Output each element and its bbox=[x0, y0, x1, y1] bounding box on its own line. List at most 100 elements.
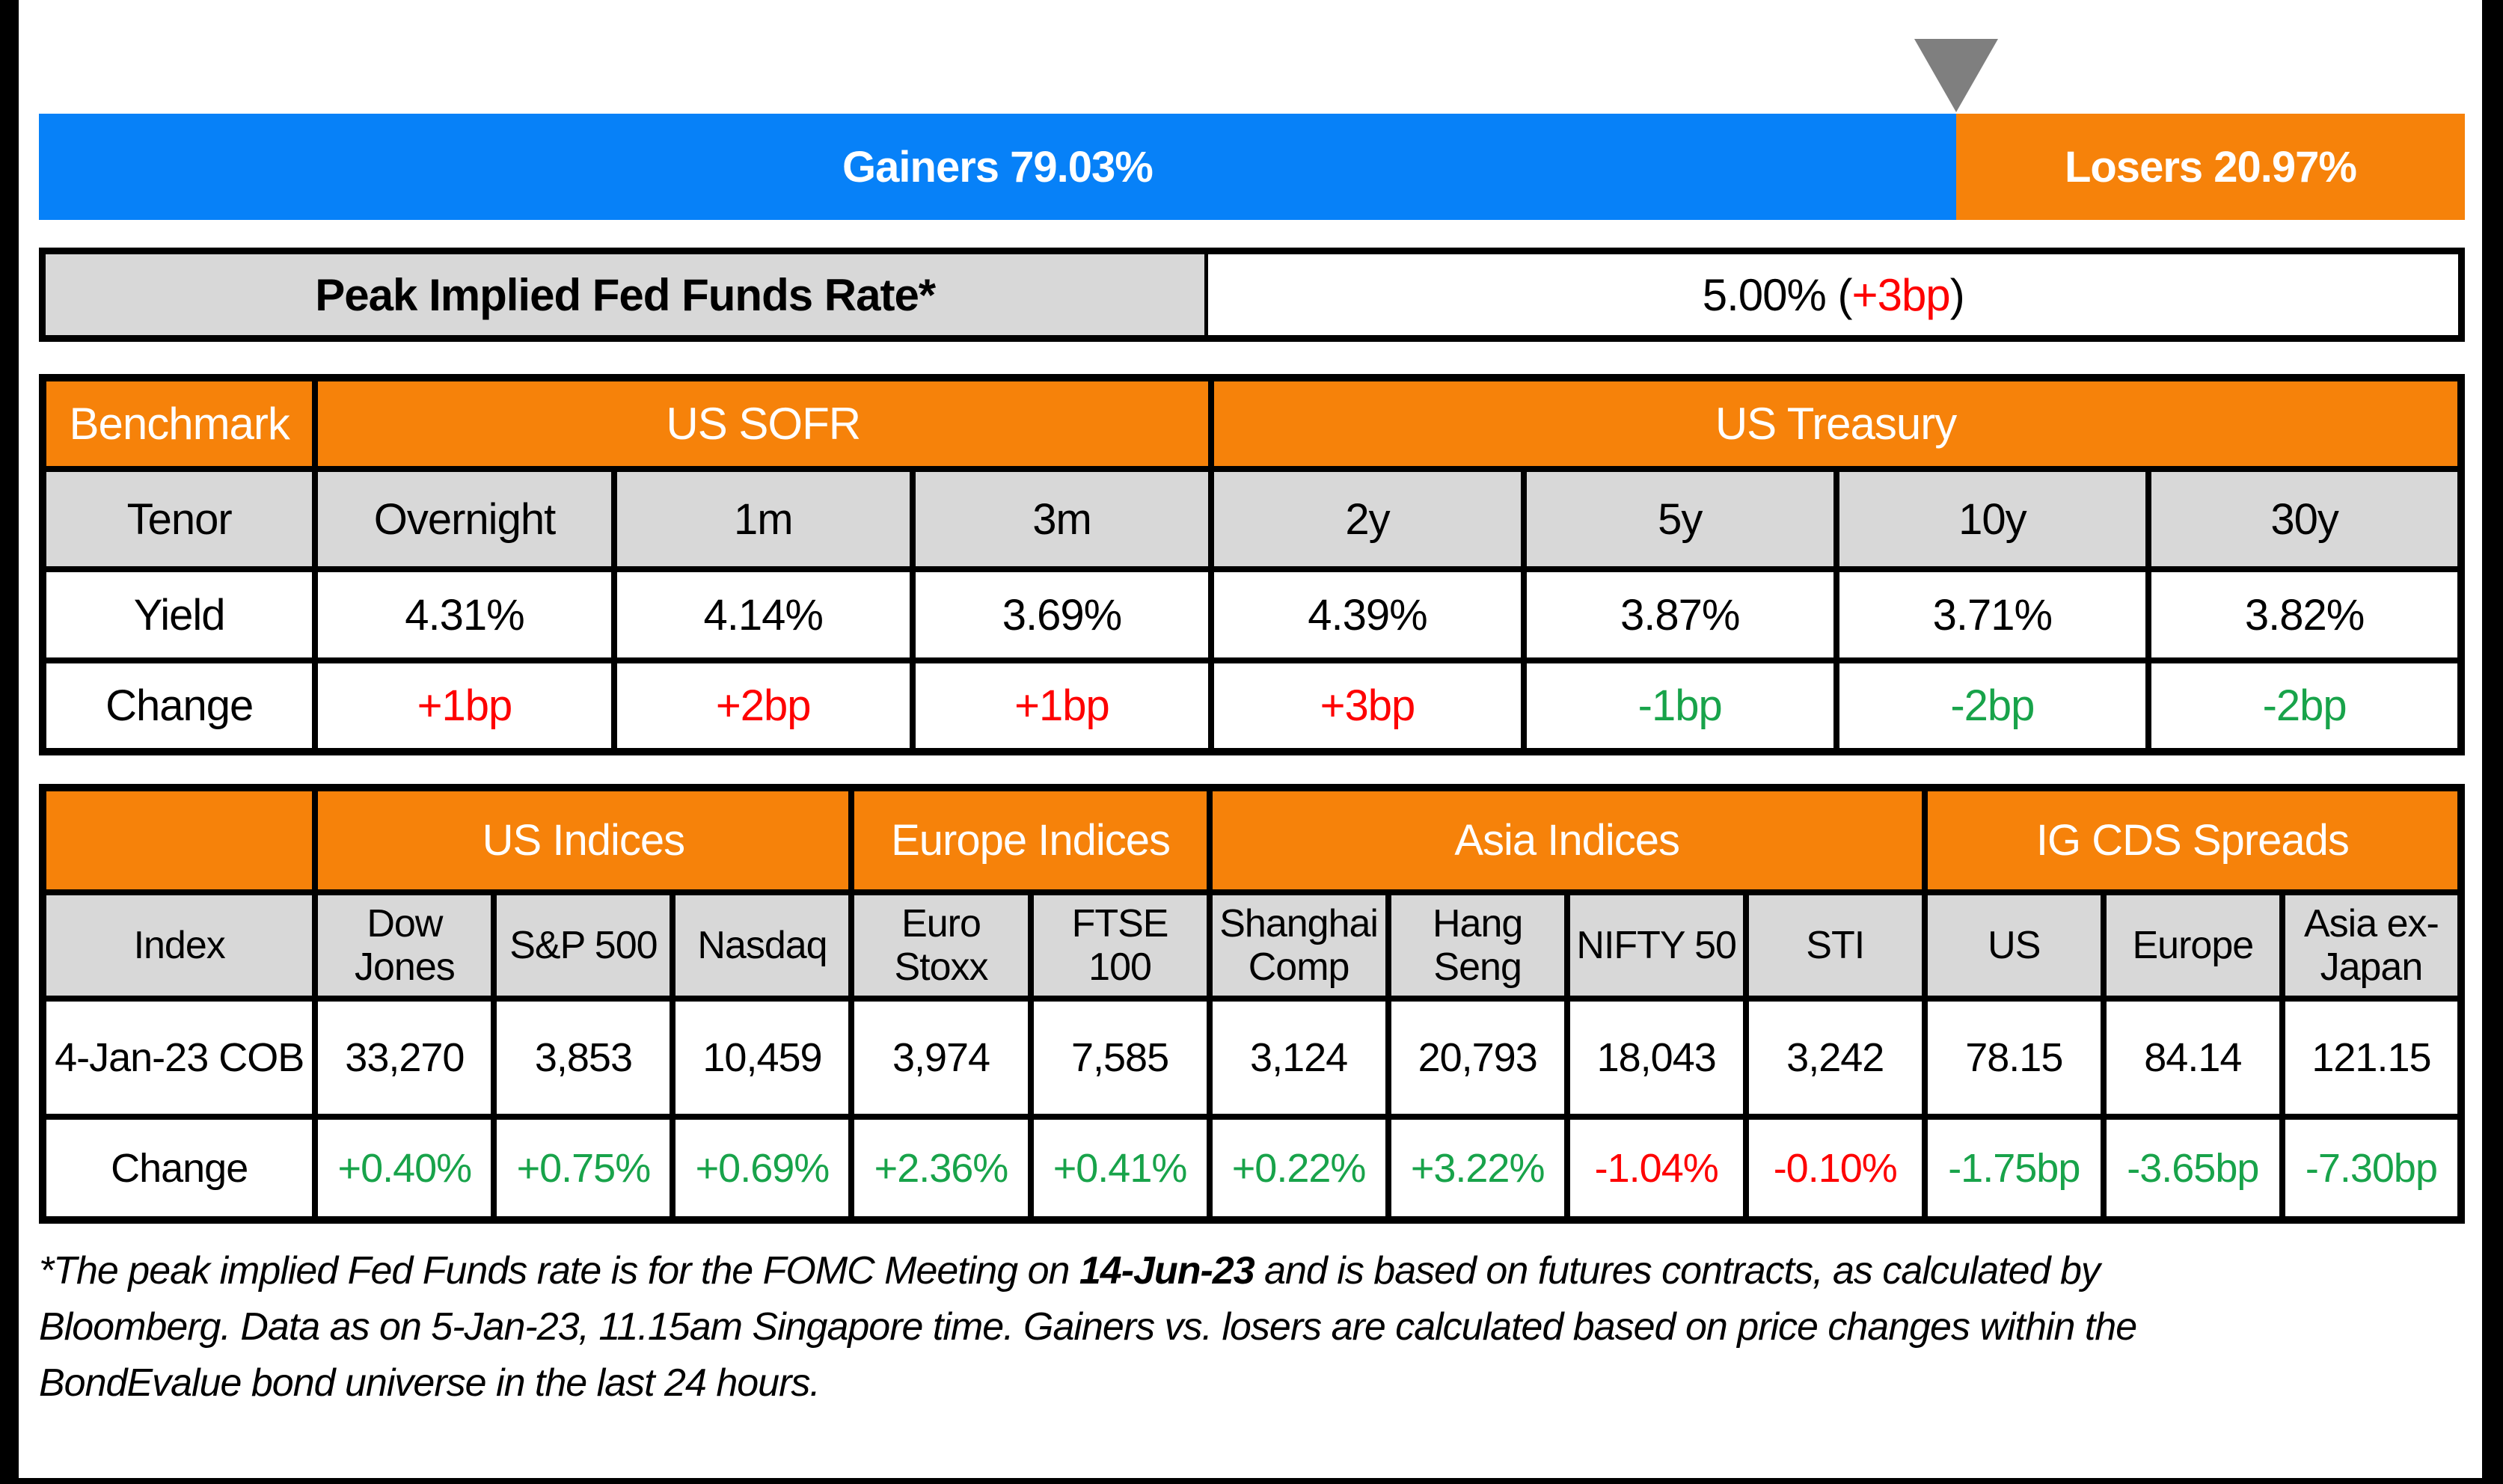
yield-cell: 4.14% bbox=[610, 566, 916, 663]
fed-funds-label: Peak Implied Fed Funds Rate* bbox=[46, 254, 1209, 335]
us-treasury-group-header: US Treasury bbox=[1208, 375, 2464, 472]
europe-indices-group-header: Europe Indices bbox=[848, 785, 1213, 895]
tenor-cell: 2y bbox=[1208, 466, 1527, 572]
index-name-cell: S&P 500 bbox=[491, 889, 676, 1002]
index-values-row: 4-Jan-23 COB 33,270 3,853 10,459 3,974 7… bbox=[39, 996, 2465, 1120]
fed-funds-change: +3bp bbox=[1851, 269, 1951, 320]
tenor-cell: 5y bbox=[1520, 466, 1839, 572]
footnote-fomc-date: 14-Jun-23 bbox=[1079, 1249, 1255, 1293]
benchmark-change-row: Change +1bp +2bp +1bp +3bp -1bp -2bp -2b… bbox=[39, 657, 2464, 755]
us-sofr-group-header: US SOFR bbox=[312, 375, 1215, 472]
change-cell: +2bp bbox=[610, 657, 916, 755]
index-value-cell: 121.15 bbox=[2279, 996, 2465, 1120]
fed-funds-rate: 5.00% ( bbox=[1702, 269, 1853, 320]
yield-cell: 3.87% bbox=[1520, 566, 1839, 663]
losers-segment: Losers 20.97% bbox=[1955, 114, 2465, 220]
yield-cell: 3.82% bbox=[2145, 566, 2464, 663]
index-value-cell: 3,974 bbox=[848, 996, 1034, 1120]
index-name-cell: NIFTY 50 bbox=[1563, 889, 1749, 1002]
tenor-cell: Overnight bbox=[312, 466, 617, 572]
index-value-cell: 18,043 bbox=[1563, 996, 1749, 1120]
gainers-label: Gainers 79.03% bbox=[842, 142, 1154, 191]
yield-cell: 4.39% bbox=[1208, 566, 1527, 663]
index-name-cell: Dow Jones bbox=[312, 889, 497, 1002]
index-change-cell: -7.30bp bbox=[2279, 1114, 2465, 1223]
tenor-cell: 10y bbox=[1833, 466, 2152, 572]
index-change-cell: +0.22% bbox=[1206, 1114, 1391, 1223]
index-change-cell: -1.75bp bbox=[1921, 1114, 2107, 1223]
index-change-cell: +3.22% bbox=[1385, 1114, 1570, 1223]
index-name-cell: Hang Seng bbox=[1385, 889, 1570, 1002]
change-row-label: Change bbox=[39, 1114, 319, 1223]
fed-funds-value: 5.00% (+3bp) bbox=[1208, 254, 2458, 335]
benchmark-header-row: Benchmark US SOFR US Treasury bbox=[39, 375, 2464, 472]
index-row-label: Index bbox=[39, 889, 319, 1002]
index-name-cell: Europe bbox=[2100, 889, 2285, 1002]
losers-label: Losers 20.97% bbox=[2064, 142, 2357, 191]
change-row-label: Change bbox=[39, 657, 319, 755]
indices-corner-header bbox=[39, 785, 319, 895]
index-name-cell: Euro Stoxx bbox=[848, 889, 1034, 1002]
footnote: *The peak implied Fed Funds rate is for … bbox=[39, 1243, 2465, 1411]
yield-cell: 3.69% bbox=[909, 566, 1215, 663]
index-name-cell: US bbox=[1921, 889, 2107, 1002]
change-cell: -2bp bbox=[1833, 657, 2152, 755]
indices-header-row: US Indices Europe Indices Asia Indices I… bbox=[39, 785, 2465, 895]
change-cell: -1bp bbox=[1520, 657, 1839, 755]
benchmark-corner-header: Benchmark bbox=[39, 375, 319, 472]
yield-cell: 4.31% bbox=[312, 566, 617, 663]
index-change-cell: +2.36% bbox=[848, 1114, 1034, 1223]
index-value-cell: 7,585 bbox=[1027, 996, 1213, 1120]
index-names-row: Index Dow Jones S&P 500 Nasdaq Euro Stox… bbox=[39, 889, 2465, 1002]
footnote-line1-pre: *The peak implied Fed Funds rate is for … bbox=[39, 1249, 1079, 1293]
index-change-cell: -1.04% bbox=[1563, 1114, 1749, 1223]
footnote-line2: Bloomberg. Data as on 5-Jan-23, 11.15am … bbox=[39, 1304, 2137, 1349]
index-change-cell: +0.75% bbox=[491, 1114, 676, 1223]
change-cell: +3bp bbox=[1208, 657, 1527, 755]
index-name-cell: FTSE 100 bbox=[1027, 889, 1213, 1002]
tenor-cell: 1m bbox=[610, 466, 916, 572]
index-change-cell: -0.10% bbox=[1742, 1114, 1928, 1223]
change-cell: +1bp bbox=[909, 657, 1215, 755]
yield-row: Yield 4.31% 4.14% 3.69% 4.39% 3.87% 3.71… bbox=[39, 566, 2464, 663]
index-value-cell: 84.14 bbox=[2100, 996, 2285, 1120]
index-change-cell: +0.69% bbox=[670, 1114, 855, 1223]
index-value-cell: 3,242 bbox=[1742, 996, 1928, 1120]
index-value-cell: 33,270 bbox=[312, 996, 497, 1120]
tenor-row: Tenor Overnight 1m 3m 2y 5y 10y 30y bbox=[39, 466, 2464, 572]
index-value-cell: 3,124 bbox=[1206, 996, 1391, 1120]
ig-cds-spreads-group-header: IG CDS Spreads bbox=[1921, 785, 2465, 895]
content-area: Gainers 79.03% Losers 20.97% Peak Implie… bbox=[19, 0, 2482, 1478]
index-name-cell: Asia ex-Japan bbox=[2279, 889, 2465, 1002]
fed-funds-row: Peak Implied Fed Funds Rate* 5.00% (+3bp… bbox=[39, 248, 2465, 342]
benchmark-table: Benchmark US SOFR US Treasury Tenor Over… bbox=[39, 374, 2465, 755]
index-value-cell: 3,853 bbox=[491, 996, 676, 1120]
index-change-cell: +0.40% bbox=[312, 1114, 497, 1223]
yield-row-label: Yield bbox=[39, 566, 319, 663]
asia-indices-group-header: Asia Indices bbox=[1206, 785, 1928, 895]
index-name-cell: STI bbox=[1742, 889, 1928, 1002]
fed-funds-paren: ) bbox=[1949, 269, 1965, 320]
indices-change-row: Change +0.40% +0.75% +0.69% +2.36% +0.41… bbox=[39, 1114, 2465, 1223]
index-name-cell: Shanghai Comp bbox=[1206, 889, 1391, 1002]
yield-cell: 3.71% bbox=[1833, 566, 2152, 663]
index-value-cell: 78.15 bbox=[1921, 996, 2107, 1120]
gainers-segment: Gainers 79.03% bbox=[39, 114, 1956, 220]
gainers-losers-bar: Gainers 79.03% Losers 20.97% bbox=[39, 114, 2465, 220]
tenor-row-label: Tenor bbox=[39, 466, 319, 572]
index-change-cell: -3.65bp bbox=[2100, 1114, 2285, 1223]
marker-row bbox=[39, 0, 2465, 114]
us-indices-group-header: US Indices bbox=[312, 785, 855, 895]
footnote-line3: BondEvalue bond universe in the last 24 … bbox=[39, 1361, 821, 1405]
change-cell: +1bp bbox=[312, 657, 617, 755]
tenor-cell: 30y bbox=[2145, 466, 2464, 572]
index-value-cell: 20,793 bbox=[1385, 996, 1570, 1120]
indices-table: US Indices Europe Indices Asia Indices I… bbox=[39, 784, 2465, 1224]
tenor-cell: 3m bbox=[909, 466, 1215, 572]
down-triangle-icon bbox=[1914, 39, 1998, 112]
index-name-cell: Nasdaq bbox=[670, 889, 855, 1002]
footnote-line1-post: and is based on futures contracts, as ca… bbox=[1254, 1249, 2101, 1293]
index-change-cell: +0.41% bbox=[1027, 1114, 1213, 1223]
change-cell: -2bp bbox=[2145, 657, 2464, 755]
